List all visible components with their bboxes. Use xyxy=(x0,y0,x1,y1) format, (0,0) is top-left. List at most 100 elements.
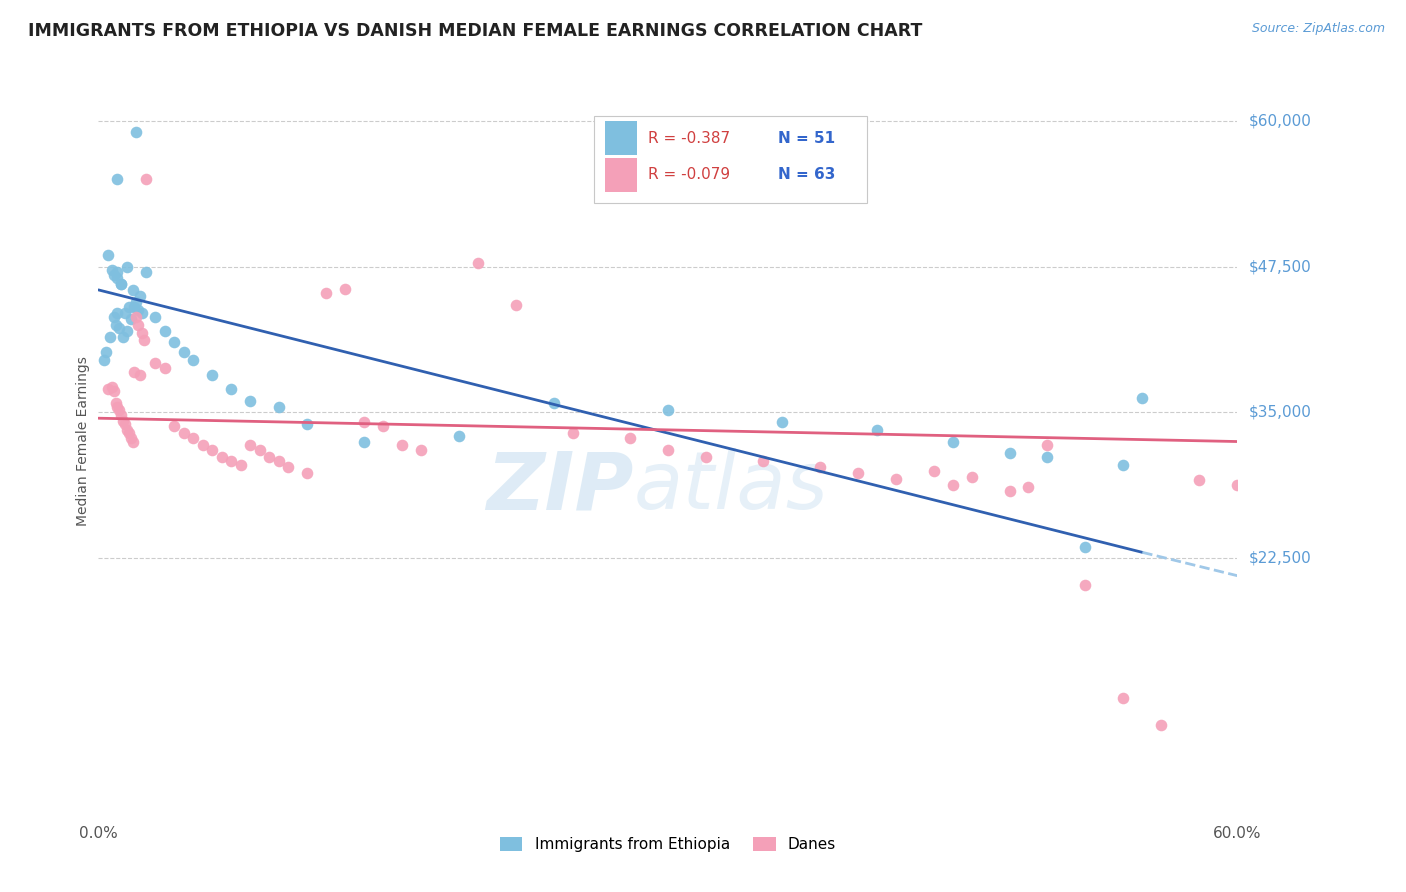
Point xyxy=(107,265,129,279)
Point xyxy=(353,415,375,429)
Point xyxy=(201,442,224,457)
Point xyxy=(97,382,120,396)
Point xyxy=(115,423,138,437)
Point xyxy=(145,356,167,370)
Text: atlas: atlas xyxy=(634,448,828,526)
Point xyxy=(103,310,125,324)
Point xyxy=(103,384,125,399)
Point xyxy=(163,419,186,434)
Text: $47,500: $47,500 xyxy=(1249,259,1312,274)
Point xyxy=(1188,473,1211,487)
Point xyxy=(846,466,869,480)
Point xyxy=(173,426,195,441)
Point xyxy=(118,426,141,441)
Point xyxy=(112,413,135,427)
Point xyxy=(107,306,129,320)
Point xyxy=(942,477,965,491)
Point xyxy=(125,294,148,309)
Point xyxy=(866,423,889,437)
Point xyxy=(467,256,489,270)
Point xyxy=(110,277,132,291)
Point xyxy=(353,434,375,449)
Point xyxy=(942,434,965,449)
Point xyxy=(110,277,132,291)
Point xyxy=(121,283,143,297)
Point xyxy=(1132,392,1154,406)
Point xyxy=(127,302,149,317)
Point xyxy=(221,454,243,468)
Point xyxy=(1074,578,1097,592)
Text: Source: ZipAtlas.com: Source: ZipAtlas.com xyxy=(1251,22,1385,36)
Point xyxy=(277,460,299,475)
Point xyxy=(183,431,205,445)
Point xyxy=(191,438,214,452)
Point xyxy=(145,310,167,324)
Point xyxy=(100,263,122,277)
Point xyxy=(120,312,142,326)
Point xyxy=(335,282,357,296)
Point xyxy=(998,483,1021,498)
Point xyxy=(449,428,471,442)
Point xyxy=(104,396,127,410)
Point xyxy=(125,310,148,324)
Point xyxy=(112,329,135,343)
Point xyxy=(1036,438,1059,452)
Point xyxy=(129,289,152,303)
Point xyxy=(107,172,129,186)
Point xyxy=(657,403,679,417)
FancyBboxPatch shape xyxy=(605,158,637,192)
Point xyxy=(153,361,176,376)
Point xyxy=(125,125,148,139)
Point xyxy=(132,333,155,347)
Text: ZIP: ZIP xyxy=(486,448,634,526)
Point xyxy=(922,464,945,478)
Point xyxy=(153,324,176,338)
Point xyxy=(239,438,262,452)
Point xyxy=(411,442,433,457)
Point xyxy=(211,450,233,464)
Point xyxy=(131,326,153,340)
Legend: Immigrants from Ethiopia, Danes: Immigrants from Ethiopia, Danes xyxy=(494,831,842,858)
Point xyxy=(100,380,122,394)
Point xyxy=(107,400,129,414)
Point xyxy=(1018,480,1040,494)
Point xyxy=(94,344,117,359)
Point xyxy=(104,318,127,332)
Point xyxy=(808,460,831,475)
Point xyxy=(1036,450,1059,464)
Point xyxy=(107,271,129,285)
Point xyxy=(960,469,983,483)
Point xyxy=(110,408,132,422)
Point xyxy=(297,466,319,480)
Point xyxy=(118,301,141,315)
Point xyxy=(315,286,337,301)
Point xyxy=(135,172,157,186)
Point xyxy=(297,417,319,431)
Point xyxy=(1150,718,1173,732)
Point xyxy=(1074,540,1097,554)
FancyBboxPatch shape xyxy=(605,121,637,155)
Point xyxy=(695,450,717,464)
Point xyxy=(221,382,243,396)
Point xyxy=(543,396,565,410)
Point xyxy=(1226,477,1249,491)
Point xyxy=(163,335,186,350)
Point xyxy=(562,426,585,441)
Point xyxy=(129,368,152,382)
Point xyxy=(1112,691,1135,706)
Text: N = 63: N = 63 xyxy=(779,167,835,182)
Y-axis label: Median Female Earnings: Median Female Earnings xyxy=(76,357,90,526)
Point xyxy=(115,260,138,274)
Point xyxy=(135,265,157,279)
Point xyxy=(103,268,125,282)
Point xyxy=(619,431,641,445)
Point xyxy=(884,472,907,486)
Point xyxy=(115,324,138,338)
Point xyxy=(998,446,1021,460)
Point xyxy=(657,442,679,457)
Point xyxy=(249,442,271,457)
Point xyxy=(114,417,136,431)
Text: R = -0.387: R = -0.387 xyxy=(648,131,731,145)
Text: R = -0.079: R = -0.079 xyxy=(648,167,731,182)
Point xyxy=(124,365,146,379)
